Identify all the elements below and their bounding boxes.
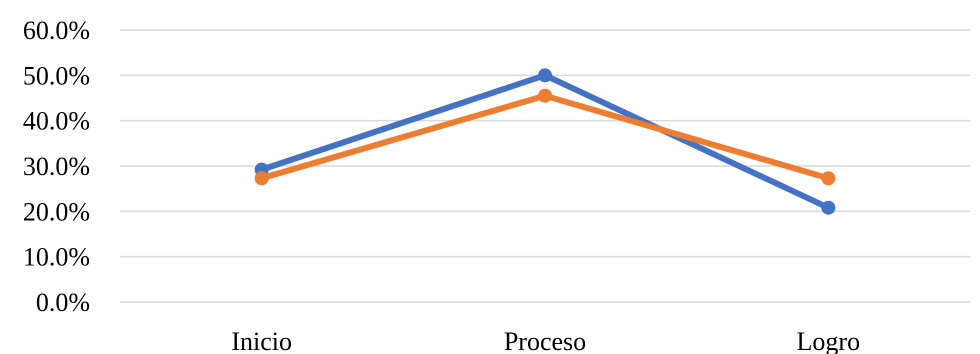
y-tick-label: 20.0% <box>23 197 90 226</box>
data-point <box>821 171 836 186</box>
data-point <box>538 88 552 103</box>
x-axis-tick-labels: Inicio Proceso Logro <box>231 327 860 354</box>
y-tick-label: 0.0% <box>36 288 90 317</box>
data-point <box>254 171 269 186</box>
y-axis-tick-labels: 0.0% 10.0% 20.0% 30.0% 40.0% 50.0% 60.0% <box>23 16 90 317</box>
data-point <box>821 200 836 215</box>
series-group <box>254 68 836 215</box>
y-tick-label: 50.0% <box>23 61 90 90</box>
x-tick-label: Proceso <box>504 327 586 354</box>
y-tick-label: 40.0% <box>23 107 90 136</box>
y-tick-label: 10.0% <box>23 243 90 272</box>
y-tick-label: 60.0% <box>23 16 90 45</box>
y-tick-label: 30.0% <box>23 152 90 181</box>
data-point <box>538 68 552 83</box>
series-1 <box>254 68 836 215</box>
x-tick-label: Logro <box>797 327 861 354</box>
series-2 <box>254 88 836 186</box>
x-tick-label: Inicio <box>231 327 292 354</box>
